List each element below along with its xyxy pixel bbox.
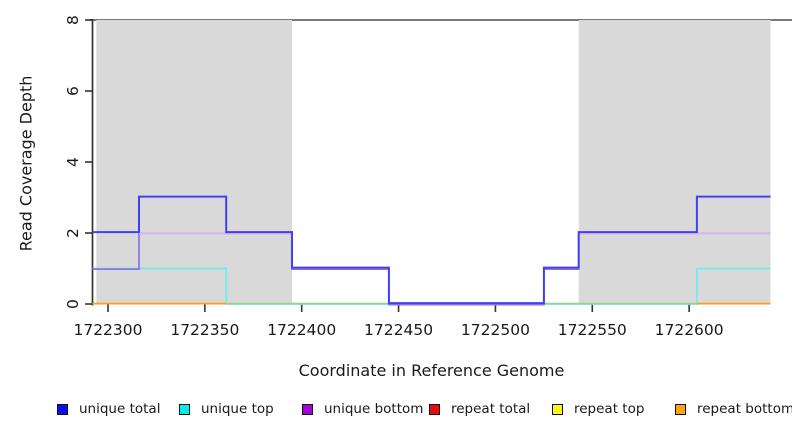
y-tick-label: 2 <box>64 228 82 238</box>
y-axis-title: Read Coverage Depth <box>16 75 36 252</box>
y-tick-label: 4 <box>64 157 82 167</box>
legend-swatch-icon <box>675 403 686 415</box>
legend-item-unique-top: unique top <box>179 398 274 420</box>
x-axis-title: Coordinate in Reference Genome <box>298 361 565 380</box>
legend-swatch-icon <box>57 403 68 415</box>
x-tick-label: 1722350 <box>170 321 239 339</box>
series-unique-total <box>92 195 771 305</box>
legend-item-unique-total: unique total <box>57 398 160 420</box>
legend-label: unique top <box>201 401 274 417</box>
y-tick-label: 6 <box>64 86 82 96</box>
shaded-region <box>96 20 293 304</box>
legend-item-repeat-total: repeat total <box>429 398 530 420</box>
legend-item-unique-bottom: unique bottom <box>302 398 423 420</box>
legend-item-repeat-bottom: repeat bottom <box>675 398 792 420</box>
x-tick-label: 1722450 <box>364 321 433 339</box>
legend-item-repeat-top: repeat top <box>552 398 644 420</box>
shaded-region <box>578 20 771 304</box>
legend-label: unique total <box>79 401 161 417</box>
y-tick-label: 0 <box>64 299 82 309</box>
legend: unique total unique top unique bottom repea… <box>0 398 792 426</box>
y-tick-label: 8 <box>64 15 82 25</box>
legend-label: repeat bottom <box>697 401 792 417</box>
x-tick-label: 1722500 <box>461 321 530 339</box>
legend-label: repeat top <box>574 401 645 417</box>
legend-swatch-icon <box>429 403 440 415</box>
legend-swatch-icon <box>302 403 313 415</box>
legend-label: repeat total <box>451 401 531 417</box>
legend-swatch-icon <box>552 403 563 415</box>
x-tick-label: 1722600 <box>655 321 724 339</box>
legend-swatch-icon <box>179 403 190 415</box>
x-tick-label: 1722550 <box>558 321 627 339</box>
legend-label: unique bottom <box>324 401 424 417</box>
x-tick-label: 1722400 <box>267 321 336 339</box>
x-tick-label: 1722300 <box>73 321 142 339</box>
